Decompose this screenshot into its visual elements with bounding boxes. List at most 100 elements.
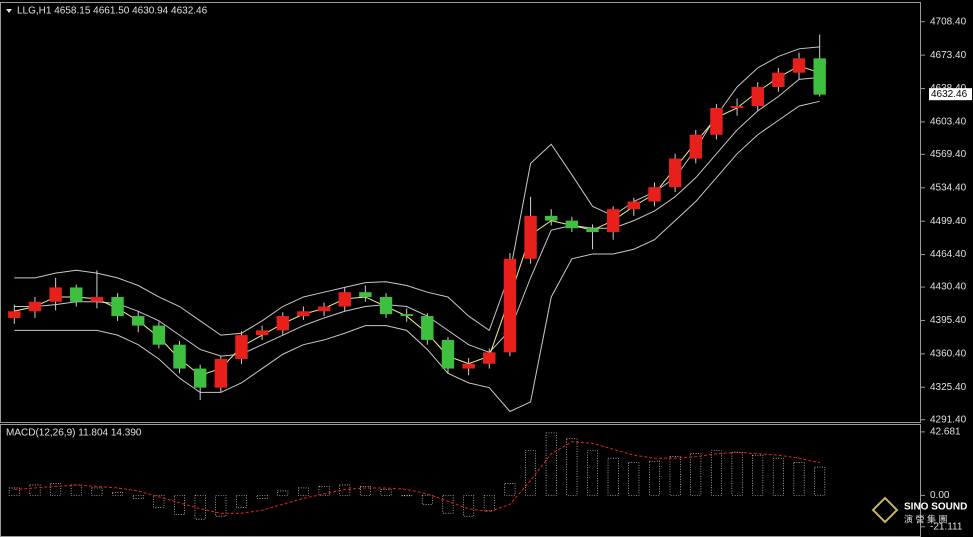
candle-body xyxy=(400,314,413,317)
macd-bar xyxy=(153,495,165,508)
candle-body xyxy=(627,201,641,210)
candle-body xyxy=(255,330,269,336)
candle-body xyxy=(441,339,455,369)
candle-body xyxy=(483,352,496,364)
y-tick-label: 4673.40 xyxy=(930,50,967,61)
indicator-line xyxy=(14,76,820,357)
macd-bar xyxy=(50,483,62,496)
macd-bar xyxy=(339,484,351,496)
candle-body xyxy=(462,363,475,369)
macd-bar xyxy=(752,454,764,496)
y-tick-label: 4395.40 xyxy=(930,315,967,326)
candle-body xyxy=(235,335,248,360)
indicator-line xyxy=(14,100,820,413)
candle-body xyxy=(49,287,62,302)
candle-body xyxy=(8,311,21,318)
y-tick-label: 4325.40 xyxy=(930,382,967,393)
watermark-subtitle: 演 營 集 團 xyxy=(904,513,948,524)
y-tick-label: 0.00 xyxy=(930,490,950,501)
macd-bar xyxy=(8,487,20,496)
candle-body xyxy=(710,107,723,135)
candle-body xyxy=(772,72,785,87)
macd-bar xyxy=(607,457,619,496)
candle-body xyxy=(111,296,124,317)
candle-body xyxy=(606,209,620,233)
symbol-header: LLG,H1 4658.15 4661.50 4630.94 4632.46 xyxy=(17,6,208,17)
macd-bar xyxy=(29,484,41,496)
candle-body xyxy=(379,296,393,315)
candle-body xyxy=(359,292,372,297)
macd-bar xyxy=(463,495,475,517)
macd-bar xyxy=(380,489,392,496)
macd-bar xyxy=(772,457,784,496)
candle-body xyxy=(565,220,579,229)
macd-bar xyxy=(421,495,433,505)
main-panel xyxy=(0,2,921,423)
candle-body xyxy=(152,325,166,345)
macd-bar xyxy=(132,495,144,499)
indicator-line xyxy=(14,65,820,376)
candle-body xyxy=(668,158,682,188)
candle-body xyxy=(545,215,558,221)
candle-body xyxy=(338,292,351,307)
candle-body xyxy=(297,311,310,317)
y-tick-label: 4534.40 xyxy=(930,182,967,193)
candle-body xyxy=(70,287,83,302)
macd-bar xyxy=(669,456,681,496)
candle-body xyxy=(586,228,599,233)
macd-bar xyxy=(401,495,413,497)
y-tick-label: 4291.40 xyxy=(930,414,967,425)
macd-bar xyxy=(628,462,640,496)
y-tick-label: 4464.40 xyxy=(930,249,967,260)
candle-body xyxy=(90,296,104,302)
candle-body xyxy=(751,86,764,107)
current-price-box xyxy=(929,88,972,101)
macd-bar xyxy=(174,495,185,516)
candle-body xyxy=(524,215,537,259)
macd-bar xyxy=(566,438,578,496)
candle-body xyxy=(792,58,806,73)
y-tick-label: 4360.40 xyxy=(930,348,967,359)
y-tick-label: 4603.40 xyxy=(930,117,967,128)
y-tick-label: 4708.40 xyxy=(930,16,967,27)
macd-bar xyxy=(215,495,227,517)
candle-body xyxy=(28,301,42,312)
macd-bar xyxy=(359,486,371,496)
y-tick-label: -21.111 xyxy=(930,521,963,532)
candle-body xyxy=(421,316,434,340)
macd-bar xyxy=(587,450,598,496)
y-tick-label: 4430.40 xyxy=(930,282,967,293)
current-price-label: 4632.46 xyxy=(931,89,968,100)
candle-body xyxy=(193,368,207,388)
candle-body xyxy=(730,106,744,108)
macd-bar xyxy=(690,453,702,496)
candle-body xyxy=(132,316,145,326)
macd-bar xyxy=(112,492,124,496)
watermark-brand: SINO SOUND xyxy=(904,502,967,513)
y-tick-label: 4569.40 xyxy=(930,149,967,160)
macd-bar xyxy=(442,495,454,514)
watermark: SINO SOUND 演 營 集 團 xyxy=(871,496,967,524)
macd-bar xyxy=(814,466,826,496)
candle-body xyxy=(173,344,186,369)
macd-bar xyxy=(277,490,289,496)
signal-line xyxy=(14,441,820,514)
candle-body xyxy=(317,306,331,312)
macd-bar xyxy=(649,460,660,496)
watermark-logo xyxy=(871,496,899,524)
macd-title: MACD(12,26,9) 11.804 14.390 xyxy=(6,428,142,439)
candle-body xyxy=(276,316,289,331)
macd-bar xyxy=(710,450,722,496)
y-tick-label: 4499.40 xyxy=(930,216,967,227)
candle-body xyxy=(503,258,517,353)
macd-bar xyxy=(256,495,268,499)
macd-bar xyxy=(731,451,743,496)
candle-body xyxy=(214,359,228,388)
candle-body xyxy=(813,58,826,95)
macd-bar xyxy=(194,495,206,520)
indicator-line xyxy=(14,46,820,336)
macd-bar xyxy=(545,432,557,496)
